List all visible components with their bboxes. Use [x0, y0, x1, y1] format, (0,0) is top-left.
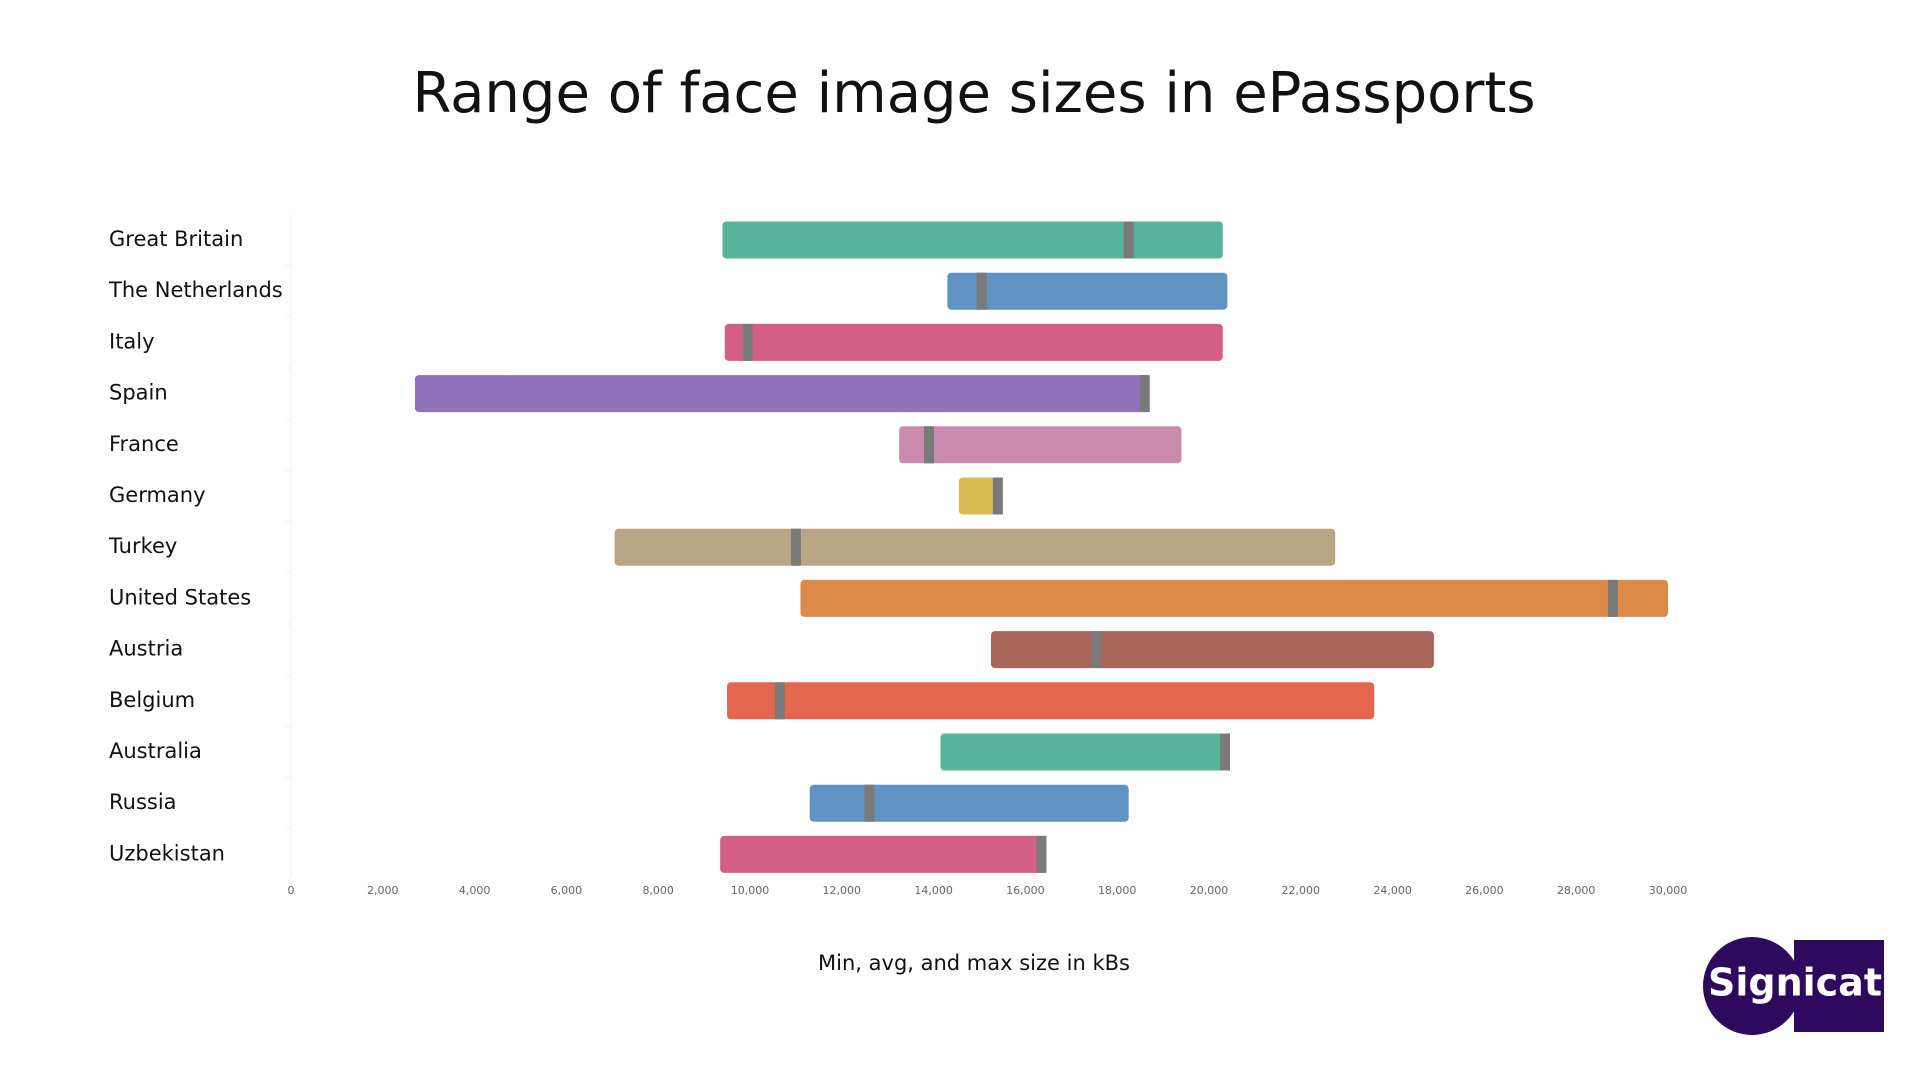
y-tick-label: Austria [109, 637, 183, 661]
x-tick-label: 10,000 [731, 884, 770, 897]
avg-marker [742, 323, 753, 361]
x-tick-label: 8,000 [642, 884, 674, 897]
avg-marker [976, 272, 987, 310]
avg-marker [1607, 579, 1618, 617]
x-tick-label: 16,000 [1006, 884, 1045, 897]
y-tick-label: The Netherlands [108, 278, 283, 302]
x-tick-label: 0 [288, 884, 295, 897]
x-tick-label: 6,000 [551, 884, 583, 897]
range-bar [722, 221, 1223, 259]
avg-marker [774, 682, 785, 720]
x-tick-label: 22,000 [1282, 884, 1321, 897]
avg-marker [790, 528, 801, 566]
range-bar [727, 682, 1375, 720]
y-tick-label: Turkey [108, 534, 177, 558]
range-bar [899, 426, 1182, 464]
y-tick-label: Russia [109, 790, 177, 814]
avg-marker [924, 426, 935, 464]
range-bar [940, 733, 1230, 771]
x-tick-label: 14,000 [914, 884, 953, 897]
logo: Signicat [1703, 937, 1884, 1035]
x-tick-label: 28,000 [1557, 884, 1596, 897]
range-bar [720, 835, 1047, 873]
x-tick-label: 26,000 [1465, 884, 1504, 897]
avg-marker [1220, 733, 1231, 771]
avg-marker [1091, 631, 1102, 669]
y-tick-label: Australia [109, 739, 202, 763]
range-bar [958, 477, 1003, 515]
range-bar [724, 323, 1223, 361]
y-tick-label: Belgium [109, 688, 195, 712]
x-axis-title: Min, avg, and max size in kBs [818, 951, 1130, 975]
y-tick-label: Germany [109, 483, 206, 507]
range-bar [990, 631, 1434, 669]
chart-title: Range of face image sizes in ePassports [412, 61, 1535, 126]
x-tick-label: 18,000 [1098, 884, 1137, 897]
range-bar [414, 375, 1150, 413]
x-tick-label: 12,000 [823, 884, 862, 897]
y-tick-label: France [109, 432, 179, 456]
x-tick-label: 2,000 [367, 884, 399, 897]
x-tick-label: 24,000 [1373, 884, 1412, 897]
range-bar [800, 579, 1668, 617]
logo-text: Signicat [1708, 961, 1882, 1005]
range-bar [947, 272, 1228, 310]
avg-marker [992, 477, 1003, 515]
avg-marker [864, 784, 875, 822]
y-tick-label: Italy [109, 329, 155, 353]
avg-marker [1036, 835, 1047, 873]
y-tick-label: United States [109, 585, 251, 609]
x-tick-label: 4,000 [459, 884, 491, 897]
range-bar [809, 784, 1129, 822]
avg-marker [1123, 221, 1134, 259]
range-bar [614, 528, 1336, 566]
logo-circle [1703, 937, 1801, 1035]
avg-marker [1139, 375, 1150, 413]
x-tick-label: 30,000 [1649, 884, 1688, 897]
x-tick-label: 20,000 [1190, 884, 1229, 897]
y-tick-label: Great Britain [109, 227, 243, 251]
y-tick-label: Spain [109, 381, 168, 405]
y-tick-label: Uzbekistan [109, 841, 225, 865]
logo-square [1794, 940, 1884, 1032]
